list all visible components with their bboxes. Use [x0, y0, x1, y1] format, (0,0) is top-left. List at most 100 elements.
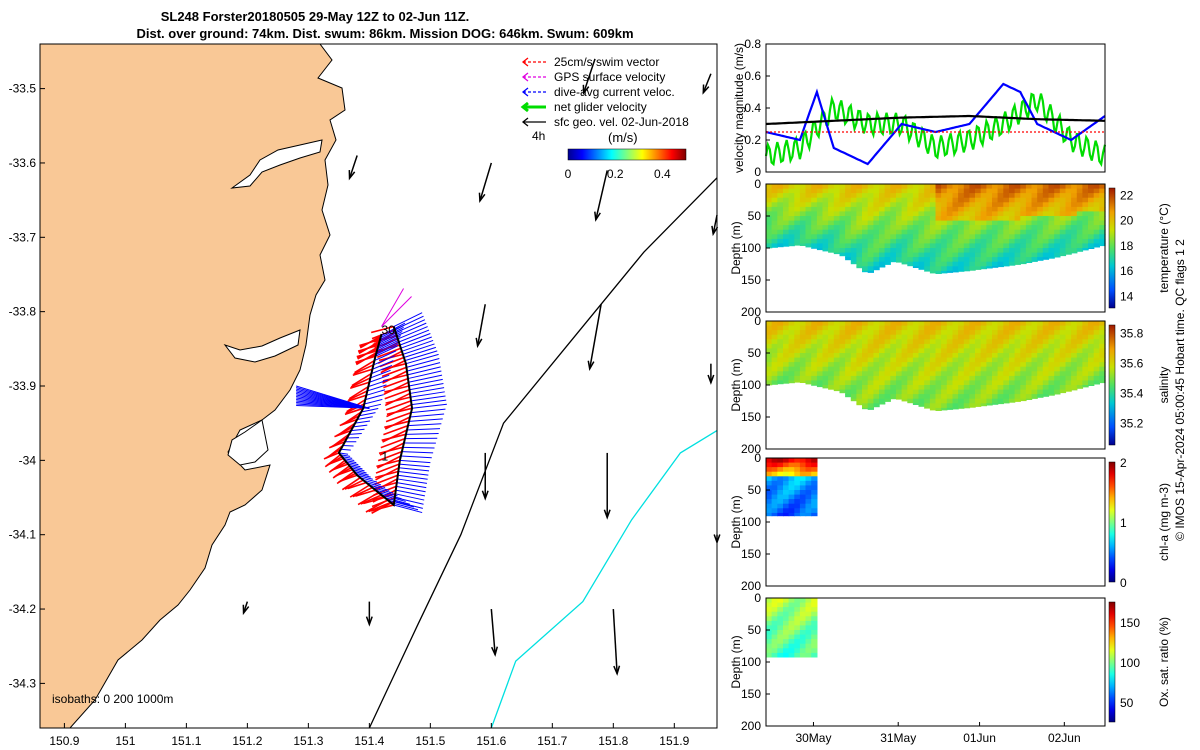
profile-cell	[1042, 225, 1050, 231]
profile-cell	[873, 252, 880, 258]
profile-cell	[766, 216, 773, 222]
profile-cell	[766, 616, 773, 622]
profile-cell	[958, 330, 965, 336]
profile-cell	[1048, 375, 1055, 382]
profile-cell	[958, 184, 965, 190]
profile-cell	[1009, 238, 1016, 245]
profile-cell	[1093, 197, 1100, 203]
profile-cell	[794, 380, 801, 383]
profile-cell	[771, 206, 778, 213]
profile-cell	[862, 362, 869, 368]
profile-cell	[1003, 380, 1010, 386]
profile-cell	[952, 366, 959, 372]
profile-cell	[1009, 184, 1016, 190]
profile-cell	[799, 476, 807, 482]
profile-cell	[935, 385, 942, 391]
profile-cell	[1093, 188, 1100, 194]
profile-cell	[1031, 206, 1038, 213]
profile-cell	[992, 385, 999, 391]
profile-cell	[777, 225, 784, 231]
profile-cell	[963, 321, 971, 327]
profile-cell	[805, 616, 812, 622]
profile-cell	[833, 371, 841, 377]
profile-cell	[1003, 321, 1010, 327]
profile-cell	[783, 490, 790, 496]
current-velocity-arrow	[366, 482, 386, 489]
profile-cell	[958, 248, 965, 254]
profile-cell	[1020, 334, 1027, 340]
colorbar-label: (m/s)	[608, 130, 638, 145]
profile-cell	[805, 467, 812, 473]
profile-cell	[1071, 202, 1078, 208]
profile-cell	[992, 234, 999, 240]
profile-cell	[811, 490, 818, 496]
profile-cell	[1048, 385, 1055, 391]
profile-cell	[924, 366, 931, 372]
profile-cell	[850, 243, 858, 249]
profile-cell	[884, 184, 891, 190]
profile-cell	[946, 211, 954, 217]
profile-cell	[1065, 216, 1072, 222]
profile-cell	[766, 375, 773, 382]
profile-cell	[935, 270, 942, 274]
profile-cell	[929, 343, 937, 350]
profile-cell	[1042, 330, 1050, 336]
profile-cell	[777, 325, 784, 331]
profile-cell	[1031, 339, 1038, 345]
profile-cell	[929, 220, 937, 226]
profile-cell	[862, 184, 869, 190]
current-velocity-arrow	[364, 398, 383, 405]
profile-cell	[794, 625, 801, 631]
profile-cell	[884, 202, 891, 208]
profile-cell	[1020, 225, 1027, 231]
profile-cell	[986, 398, 993, 404]
profile-cell	[1099, 357, 1106, 363]
profile-cell	[862, 193, 869, 199]
profile-cell	[1003, 330, 1010, 336]
profile-cell	[850, 261, 858, 265]
profile-cell	[811, 508, 818, 514]
profile-cell	[1059, 248, 1067, 254]
profile-cell	[1093, 234, 1100, 240]
profile-cell	[1071, 389, 1078, 391]
profile-cell	[766, 652, 773, 658]
profile-cell	[1020, 197, 1027, 203]
profile-cell	[856, 238, 863, 245]
profile-cell	[912, 197, 920, 203]
profile-cell	[986, 257, 993, 263]
profile-cell	[946, 398, 954, 404]
profile-cell	[1009, 343, 1016, 350]
current-velocity-arrow	[396, 482, 427, 489]
profile-cell	[1076, 385, 1084, 389]
profile-cell	[1031, 385, 1038, 391]
profile-cell	[845, 394, 852, 398]
profile-cell	[924, 220, 931, 226]
profile-cell	[799, 380, 807, 383]
profile-cell	[1014, 325, 1021, 331]
profile-cell	[1071, 248, 1078, 254]
profile-cell	[799, 357, 807, 363]
profile-cell	[1065, 193, 1072, 199]
current-velocity-arrow	[409, 387, 445, 394]
profile-cell	[986, 238, 993, 245]
current-velocity-arrow	[405, 432, 439, 435]
geo-velocity-arrow	[587, 304, 602, 371]
current-velocity-arrow	[372, 360, 394, 370]
profile-cell	[1009, 380, 1016, 386]
profile-cell	[856, 357, 863, 363]
profile-cell	[1037, 362, 1044, 368]
profile-cell	[777, 238, 784, 245]
velocity-y-tick-label: 0	[754, 165, 761, 179]
profile-cell	[918, 394, 925, 400]
swim-vector-arrow	[347, 394, 367, 403]
profile-cell	[1076, 234, 1084, 240]
profile-cell	[822, 330, 829, 336]
profile-cell	[777, 639, 784, 645]
profile-cell	[969, 403, 976, 408]
profile-cell	[912, 184, 920, 190]
profile-cell	[1042, 334, 1050, 340]
profile-cell	[862, 375, 869, 382]
profile-cell	[992, 394, 999, 400]
current-velocity-arrow	[399, 463, 430, 468]
profile-cell	[963, 238, 971, 245]
